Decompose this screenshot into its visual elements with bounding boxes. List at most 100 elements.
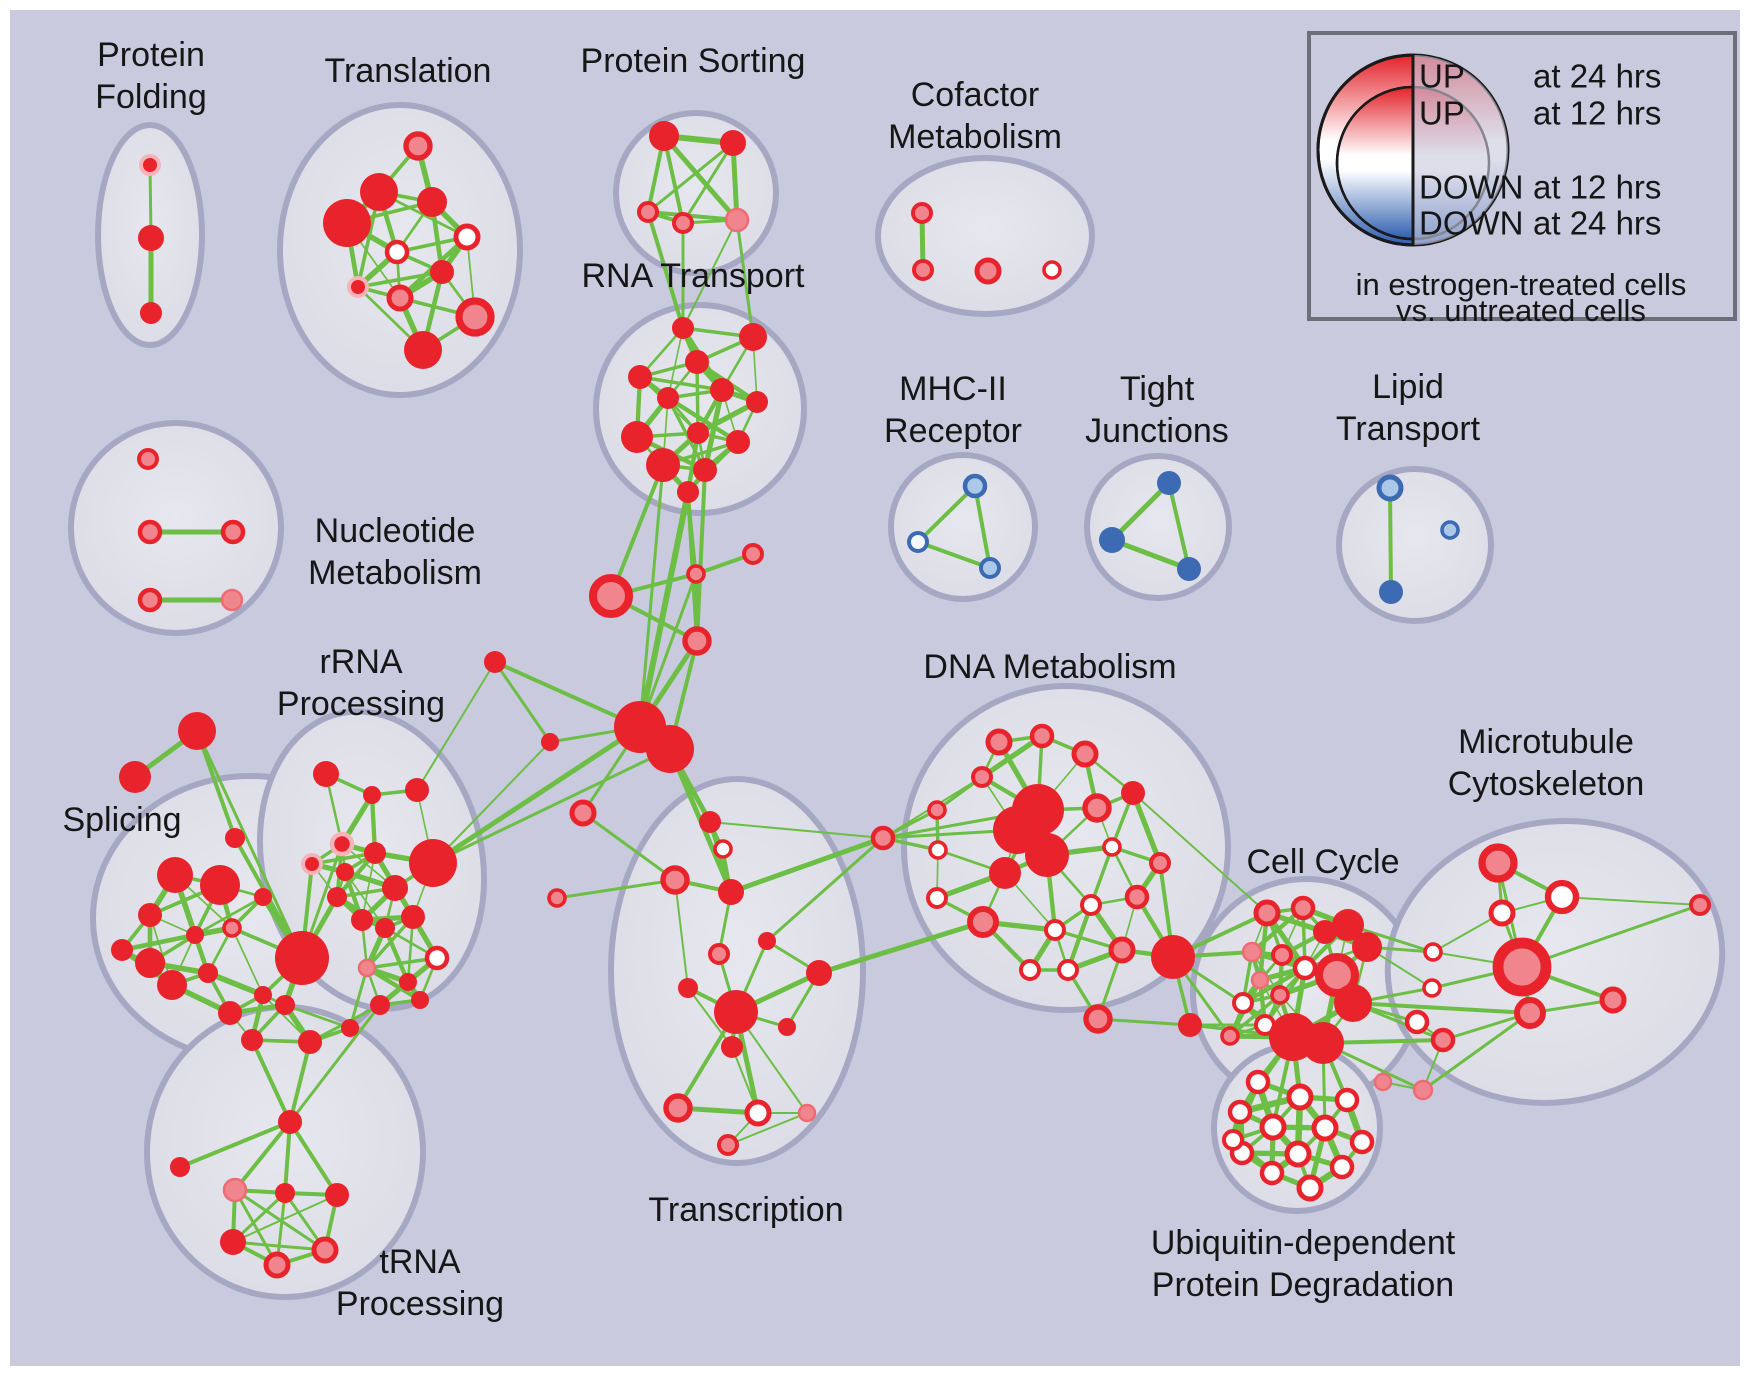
cluster-label-nucleotide-metabolism: Metabolism [308,554,482,592]
gene-node [1121,781,1145,805]
gene-node [135,948,165,978]
gene-node [1599,986,1627,1014]
gene-node [278,1110,302,1134]
gene-node [139,154,161,176]
gene-node [386,284,414,312]
gene-node [663,1093,693,1123]
interaction-edge [765,836,885,943]
gene-node [758,932,776,950]
gene-node [178,712,216,750]
interaction-edge [233,1120,292,1192]
legend-state-label: DOWN [1419,205,1523,242]
cluster-label-cofactor-metabolism: Cofactor [911,76,1040,114]
interaction-edge [682,219,738,329]
cluster-label-protein-folding: Folding [95,78,207,116]
cluster-label-mhc-ii-receptor: Receptor [884,412,1022,450]
cluster-label-trna-processing: Processing [336,1285,504,1323]
gene-node [778,1018,796,1036]
gene-node [1099,527,1125,553]
gene-node [739,323,767,351]
gene-node [325,1183,349,1207]
interaction-edge [637,489,691,730]
gene-node [138,225,164,251]
interaction-edge [555,878,677,900]
gene-node [974,257,1002,285]
gene-node [140,302,162,324]
gene-node [1296,1174,1324,1202]
gene-node [137,587,163,613]
gene-node [401,905,425,929]
gene-node [1352,932,1382,962]
cluster-label-lipid-transport: Transport [1336,410,1481,448]
interaction-edge [288,1003,382,1124]
gene-node [1284,1140,1312,1168]
gene-node [1302,1022,1344,1064]
gene-node [1259,1160,1285,1186]
gene-node [989,857,1021,889]
interaction-edge [416,661,496,791]
cluster-label-ubiquitin-degradation: Protein Degradation [1152,1266,1454,1304]
gene-node [220,1229,246,1255]
gene-node [993,806,1041,854]
gene-node [1245,1069,1271,1095]
gene-node [797,1103,817,1123]
gene-node [678,978,698,998]
interaction-edge [364,965,423,1003]
gene-node [1334,1087,1360,1113]
gene-node [375,918,395,938]
gene-node [967,906,999,938]
gene-node [170,1157,190,1177]
gene-node [1349,1129,1375,1155]
gene-node [742,543,764,565]
gene-node [1044,919,1066,941]
labels-layer: Protein Folding Translation Protein Sorting… [62,36,1644,1323]
gene-node [1157,471,1181,495]
gene-node [1071,740,1099,768]
gene-node [720,130,746,156]
gene-node [484,651,506,673]
gene-node [1102,837,1122,857]
gene-node [313,761,339,787]
gene-node [1029,723,1055,749]
gene-node [870,825,896,851]
interaction-edge [178,1120,292,1169]
gene-node [1250,970,1270,990]
gene-node [198,963,218,983]
cluster-label-cofactor-metabolism: Metabolism [888,118,1062,156]
gene-node [1478,843,1518,883]
interaction-edge [728,835,886,895]
gene-node [275,931,329,985]
gene-node [411,991,429,1009]
cluster-label-translation: Translation [325,52,492,90]
gene-node [713,839,733,859]
gene-node [646,448,680,482]
gene-node [329,831,355,857]
gene-node [926,887,948,909]
gene-node [301,853,323,875]
interaction-edge [431,747,672,865]
gene-node [430,260,454,284]
interaction-edge [119,932,198,953]
interaction-edge [232,1194,338,1243]
gene-node [138,903,162,927]
gene-node [424,945,450,971]
interaction-edge [646,210,685,330]
interaction-edge [665,395,741,445]
gene-node [241,1029,263,1051]
cluster-bubble-mhc-ii-receptor [888,452,1038,602]
gene-node [220,519,246,545]
cluster-bubble-lipid-transport [1336,466,1494,624]
nodes-layer [111,121,1711,1279]
gene-node [1042,260,1062,280]
interaction-edge [1520,903,1702,969]
gene-node [1019,959,1041,981]
gene-node [119,761,151,793]
legend-caption: vs. untreated cells [1396,293,1646,328]
gene-node [1177,557,1201,581]
interaction-edge [686,490,698,576]
gene-node [1544,879,1580,915]
gene-node [928,840,948,860]
interaction-edge [1130,790,1163,866]
gene-node [347,276,369,298]
